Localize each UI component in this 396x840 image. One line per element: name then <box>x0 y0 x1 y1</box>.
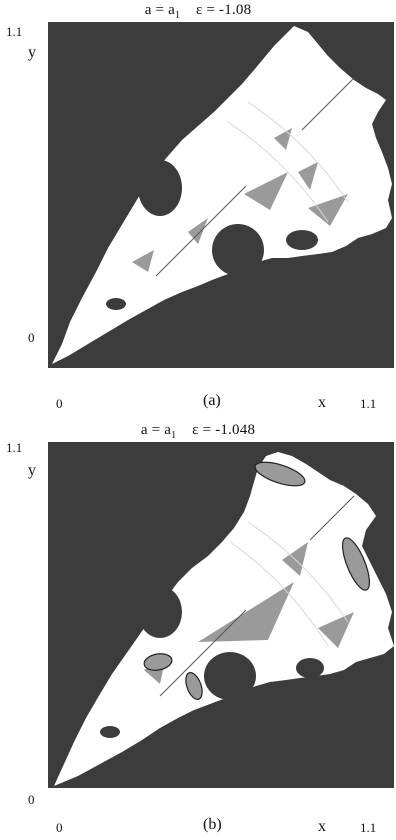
panel-b-y-axis-label: y <box>28 462 36 479</box>
panel-a-y-top-tick: 1.1 <box>6 24 23 39</box>
panel-a-hole-4 <box>286 230 318 250</box>
panel-a-basin <box>52 26 392 364</box>
panel-a-line-upper <box>301 77 355 131</box>
panel-a-title-lhs: a = a <box>144 2 175 18</box>
panel-a-plot <box>48 22 394 368</box>
panel-a-y-bottom-tick: 0 <box>28 330 35 345</box>
panel-b-hole-5 <box>100 726 120 738</box>
panel-a-hole-2 <box>138 160 182 216</box>
panel-b-y-top-tick: 1.1 <box>6 440 23 455</box>
panel-a-gray-2 <box>188 218 208 244</box>
panel-a-title-sub: 1 <box>174 10 181 21</box>
panel-b-gray-4 <box>318 612 354 648</box>
panel-b-title-sub: 1 <box>171 430 177 441</box>
panel-b-title-eps: ε = -1.048 <box>192 422 256 438</box>
panel-a-y-axis-label: y <box>28 44 36 61</box>
panel-b-hole-3 <box>204 652 256 700</box>
panel-a-striation-1 <box>247 101 349 203</box>
panel-a-gray-5 <box>132 250 154 272</box>
panel-a-hole-3 <box>212 224 264 276</box>
panel-b-x-right-tick: 1.1 <box>360 820 377 835</box>
panel-a-gray-4 <box>308 194 348 226</box>
panel-b-line-lower <box>159 609 247 697</box>
panel-a-x-axis-label: x <box>318 394 326 411</box>
panel-b-loop-bottom <box>185 672 203 700</box>
panel-b-hole-4 <box>296 658 324 678</box>
panel-b-basin <box>54 452 394 786</box>
panel-b-hole-2 <box>138 586 182 638</box>
panel-b-line-upper <box>309 495 355 541</box>
panel-a-striation-2 <box>227 121 329 223</box>
panel-b-striation-2 <box>229 541 329 647</box>
panel-b-x-left-tick: 0 <box>56 820 63 835</box>
panel-b-title: a = a1 ε = -1.048 <box>0 422 396 441</box>
panel-a-gray-3 <box>298 162 318 190</box>
panel-b-title-lhs: a = a <box>140 422 172 438</box>
panel-b-hole-1 <box>166 481 230 515</box>
panel-b-loop-top <box>254 461 306 487</box>
panel-a-line-lower <box>155 185 247 277</box>
panel-b-gray-1 <box>198 582 294 642</box>
panel-b-plot <box>48 442 394 788</box>
panel-a-gray-6 <box>274 128 292 150</box>
panel-b-label: (b) <box>203 816 222 833</box>
panel-b-loop-left <box>143 653 173 671</box>
panel-a-x-left-tick: 0 <box>56 396 63 411</box>
panel-a-label: (a) <box>203 392 221 409</box>
panel-a-title-eps: ε = -1.08 <box>195 2 252 18</box>
panel-a-hole-5 <box>106 298 126 310</box>
panel-b-x-axis-label: x <box>318 818 326 835</box>
panel-a-title: a = a1 ε = -1.08 <box>0 2 396 21</box>
panel-a: a = a1 ε = -1.08 1.1 y 0 0 (a) x 1.1 <box>0 2 396 411</box>
panel-b-loop-right <box>341 537 371 591</box>
panel-b: a = a1 ε = -1.048 1.1 y 0 0 (b) x 1.1 <box>0 420 396 840</box>
panel-b-y-bottom-tick: 0 <box>28 792 35 807</box>
panel-a-gray-1 <box>244 172 288 210</box>
panel-a-hole-1 <box>172 56 244 88</box>
panel-a-x-right-tick: 1.1 <box>360 396 377 411</box>
panel-b-striation-1 <box>247 521 349 623</box>
